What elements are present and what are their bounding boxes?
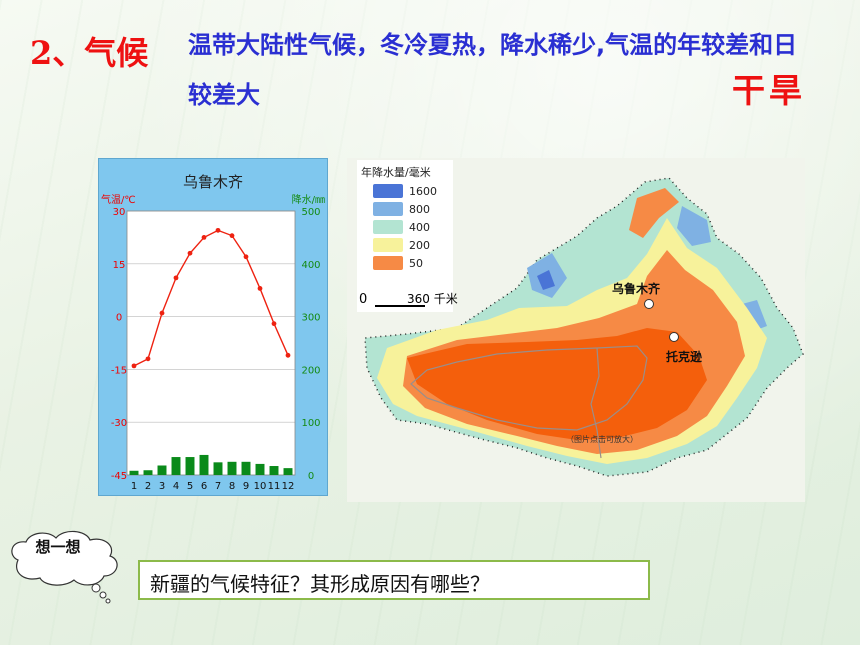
plot-frame [126,210,296,476]
precip-bar [269,466,279,475]
temp-tick-label: 0 [116,313,122,324]
legend-swatch [373,256,403,270]
slide-title: 2、气候 [30,34,149,72]
month-tick-label: 1 [131,481,137,492]
city-label-toksun: 托克逊 [666,350,703,364]
climate-description: 温带大陆性气候，冬冷夏热，降水稀少,气温的年较差和日较差大 [188,31,798,109]
temperature-point [173,275,179,281]
precip-bar [283,468,293,475]
legend-swatch [373,238,403,252]
basin-outline [410,345,648,431]
temp-tick-label: -15 [111,365,127,376]
legend-label: 800 [409,203,430,216]
temp-tick-label: 30 [113,207,126,218]
city-marker-urumqi[interactable] [644,299,654,309]
think-cloud: 想一想 [4,528,132,608]
question-box: 新疆的气候特征？其形成原因有哪些？ [138,560,650,600]
legend-swatch [373,202,403,216]
precip-bar [241,461,251,475]
cloud-shape [11,530,118,604]
question-text: 新疆的气候特征？其形成原因有哪些？ [150,572,490,596]
precipitation-map[interactable]: 年降水量/毫米 1600 800 400 200 50 0 360 千米 乌鲁木… [347,158,805,502]
month-tick-label: 4 [173,481,179,492]
region-dry-north [629,188,679,238]
temperature-point [131,363,137,369]
summary-label: 干旱 [732,71,806,110]
precip-bar [227,461,237,475]
month-tick-label: 10 [254,481,267,492]
temperature-point [159,310,165,316]
region-wetter-2 [677,206,711,246]
precip-bar [199,454,209,475]
precip-tick-label: 200 [301,365,320,376]
month-tick-label: 11 [268,481,281,492]
temperature-point [229,233,235,239]
think-label: 想一想 [35,538,81,556]
temperature-point [243,254,249,260]
internal-boundary [590,347,602,459]
legend-label: 400 [409,221,430,234]
precip-tick-label: 100 [301,418,320,429]
temperature-point [187,250,193,256]
precip-tick-label: 400 [301,260,320,271]
precip-bar [157,465,167,475]
scale-bar: 0 360 千米 [357,290,465,316]
map-note: （图片点击可放大） [566,435,638,444]
city-label-urumqi: 乌鲁木齐 [612,282,661,296]
legend-label: 1600 [409,185,437,198]
month-tick-label: 8 [229,481,235,492]
month-tick-label: 2 [145,481,151,492]
precip-bar [171,457,181,475]
temperature-point [285,352,291,358]
legend-title: 年降水量/毫米 [361,166,431,179]
scale-label: 360 千米 [407,292,458,306]
temperature-line [133,229,289,367]
month-tick-label: 3 [159,481,165,492]
region-wettest [537,270,555,290]
precip-axis-label: 降水/㎜ [292,193,325,206]
temperature-point [215,227,221,233]
scale-line [375,305,425,307]
month-tick-label: 9 [243,481,249,492]
precip-bar [255,463,265,475]
legend-label: 200 [409,239,430,252]
temperature-point [145,356,151,362]
city-marker-toksun[interactable] [669,332,679,342]
precip-bar [213,462,223,475]
temperature-point [201,235,207,240]
temperature-point [271,321,277,327]
temp-tick-label: -45 [111,471,127,482]
legend-label: 50 [409,257,423,270]
precip-tick-label: 0 [308,471,314,482]
temp-tick-label: -30 [111,418,127,429]
temp-tick-label: 15 [113,260,126,271]
region-core [407,328,707,440]
temp-axis-label: 气温/℃ [101,193,136,206]
precip-tick-label: 300 [301,313,320,324]
precip-bar [129,470,139,475]
scale-zero: 0 [359,292,368,307]
xinjiang-map-svg [364,177,804,477]
plot-area [127,211,295,475]
legend-swatch [373,220,403,234]
chart-title: 乌鲁木齐 [183,173,243,191]
climate-chart[interactable]: 乌鲁木齐 气温/℃ 降水/㎜ 30 15 0 -15 -30 -45 500 400 300 20… [98,158,328,496]
map-legend: 年降水量/毫米 1600 800 400 200 50 0 360 千米 [357,160,458,312]
month-tick-label: 6 [201,481,207,492]
month-tick-label: 7 [215,481,221,492]
precip-bar [185,457,195,475]
climate-chart-svg: 乌鲁木齐 气温/℃ 降水/㎜ 30150-15-30-4550040030020… [101,173,325,492]
legend-swatch [373,184,403,198]
temperature-point [257,286,263,291]
precip-bar [143,470,153,475]
precip-tick-label: 500 [301,207,320,218]
month-tick-label: 5 [187,481,193,492]
month-tick-label: 12 [282,481,295,492]
